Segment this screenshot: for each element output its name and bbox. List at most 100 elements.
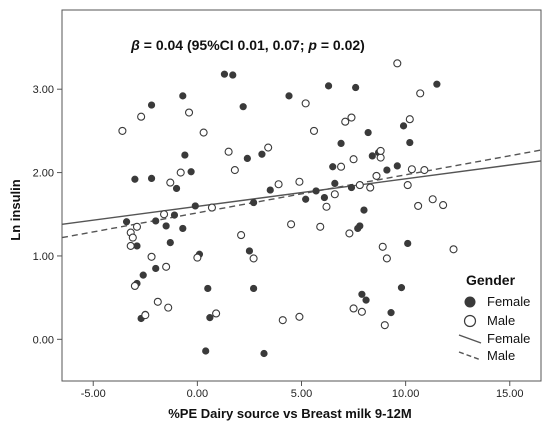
- female-point: [229, 71, 237, 79]
- y-tick-label: 3.00: [33, 84, 54, 96]
- male-point: [237, 231, 246, 240]
- y-tick-label: 0.00: [33, 334, 54, 346]
- female-point: [258, 150, 266, 158]
- female-point: [250, 284, 258, 293]
- female-point: [331, 179, 339, 188]
- female-point: [266, 186, 274, 194]
- female-point: [239, 103, 247, 111]
- male-point: [164, 303, 173, 312]
- male-point: [295, 177, 304, 186]
- male-point: [372, 171, 381, 180]
- x-tick-label: 5.00: [291, 388, 312, 400]
- legend-male-line: [458, 351, 482, 361]
- x-axis-title: %PE Dairy source vs Breast milk 9-12M: [168, 406, 412, 421]
- y-tick-label: 1.00: [33, 251, 54, 263]
- female-point: [260, 349, 268, 358]
- female-point: [364, 128, 372, 137]
- regression-annotation: β = 0.04 (95%CI 0.01, 0.07; p = 0.02): [130, 37, 365, 53]
- male-point: [141, 311, 150, 320]
- female-point: [166, 239, 174, 247]
- male-point: [439, 201, 448, 210]
- male-point: [376, 153, 385, 162]
- female-point: [204, 284, 212, 293]
- legend-female-line: [458, 334, 482, 344]
- female-point: [152, 264, 160, 273]
- female-point: [147, 174, 156, 183]
- female-point: [329, 163, 337, 171]
- male-point: [249, 254, 258, 263]
- x-tick-label: -5.00: [81, 388, 106, 400]
- female-point: [152, 217, 160, 225]
- legend-female-line-label: Female: [487, 331, 530, 346]
- male-point: [403, 181, 412, 190]
- legend-title: Gender: [466, 272, 516, 288]
- x-tick-label: 0.00: [187, 388, 208, 400]
- male-point: [405, 115, 414, 124]
- female-point: [172, 184, 181, 193]
- male-point: [184, 108, 194, 117]
- male-point: [128, 233, 137, 242]
- male-point: [416, 89, 425, 98]
- male-point: [224, 147, 233, 156]
- female-point: [250, 198, 258, 207]
- male-point: [132, 222, 142, 231]
- female-point: [397, 284, 406, 292]
- p-text: = 0.02): [317, 37, 365, 53]
- male-point: [212, 309, 221, 318]
- male-point: [376, 146, 385, 155]
- male-point: [349, 155, 358, 164]
- male-point: [230, 166, 239, 175]
- male-point: [407, 165, 416, 174]
- x-tick-label: 15.00: [496, 388, 524, 400]
- male-point: [159, 210, 169, 219]
- male-point: [337, 162, 346, 171]
- male-point: [366, 183, 375, 192]
- female-point: [179, 224, 187, 233]
- male-point: [393, 59, 402, 68]
- legend-male-marker: [463, 314, 477, 328]
- female-point: [122, 218, 131, 226]
- male-point: [199, 128, 208, 137]
- male-point: [287, 220, 296, 229]
- female-point: [354, 224, 362, 233]
- female-point: [399, 122, 408, 130]
- beta-symbol: β: [130, 37, 140, 53]
- female-point: [383, 166, 391, 174]
- female-point: [433, 80, 441, 88]
- fit-lines: [61, 149, 542, 239]
- female-point: [139, 271, 147, 279]
- legend-male-marker-label: Male: [487, 313, 515, 328]
- male-point: [341, 117, 350, 126]
- female-point: [312, 187, 320, 195]
- male-point: [345, 229, 354, 238]
- female-point: [368, 152, 376, 160]
- female-point: [285, 92, 293, 100]
- male-point: [166, 178, 175, 187]
- male-point: [355, 181, 364, 190]
- male-point: [378, 242, 387, 251]
- male-point: [153, 297, 162, 306]
- male-point: [193, 253, 202, 262]
- female-point: [387, 309, 395, 317]
- male-point: [274, 180, 283, 189]
- y-axis-title: Ln insulin: [8, 179, 23, 240]
- female-point: [393, 162, 401, 170]
- female-point: [131, 175, 139, 183]
- male-point: [330, 190, 339, 199]
- female-point: [243, 154, 251, 162]
- male-point: [382, 254, 391, 263]
- male-point: [380, 321, 389, 330]
- x-axis: -5.00 0.00 5.00 10.00 15.00: [81, 381, 524, 400]
- female-point: [362, 296, 370, 304]
- male-point: [162, 262, 171, 271]
- male-point: [176, 168, 185, 177]
- y-tick-label: 2.00: [33, 168, 54, 180]
- female-point: [181, 151, 189, 159]
- beta-text: = 0.04 (95%CI 0.01, 0.07;: [140, 37, 309, 53]
- female-point: [404, 239, 412, 248]
- male-point: [414, 201, 423, 210]
- female-point: [337, 139, 345, 147]
- fit-line-male: [61, 149, 542, 239]
